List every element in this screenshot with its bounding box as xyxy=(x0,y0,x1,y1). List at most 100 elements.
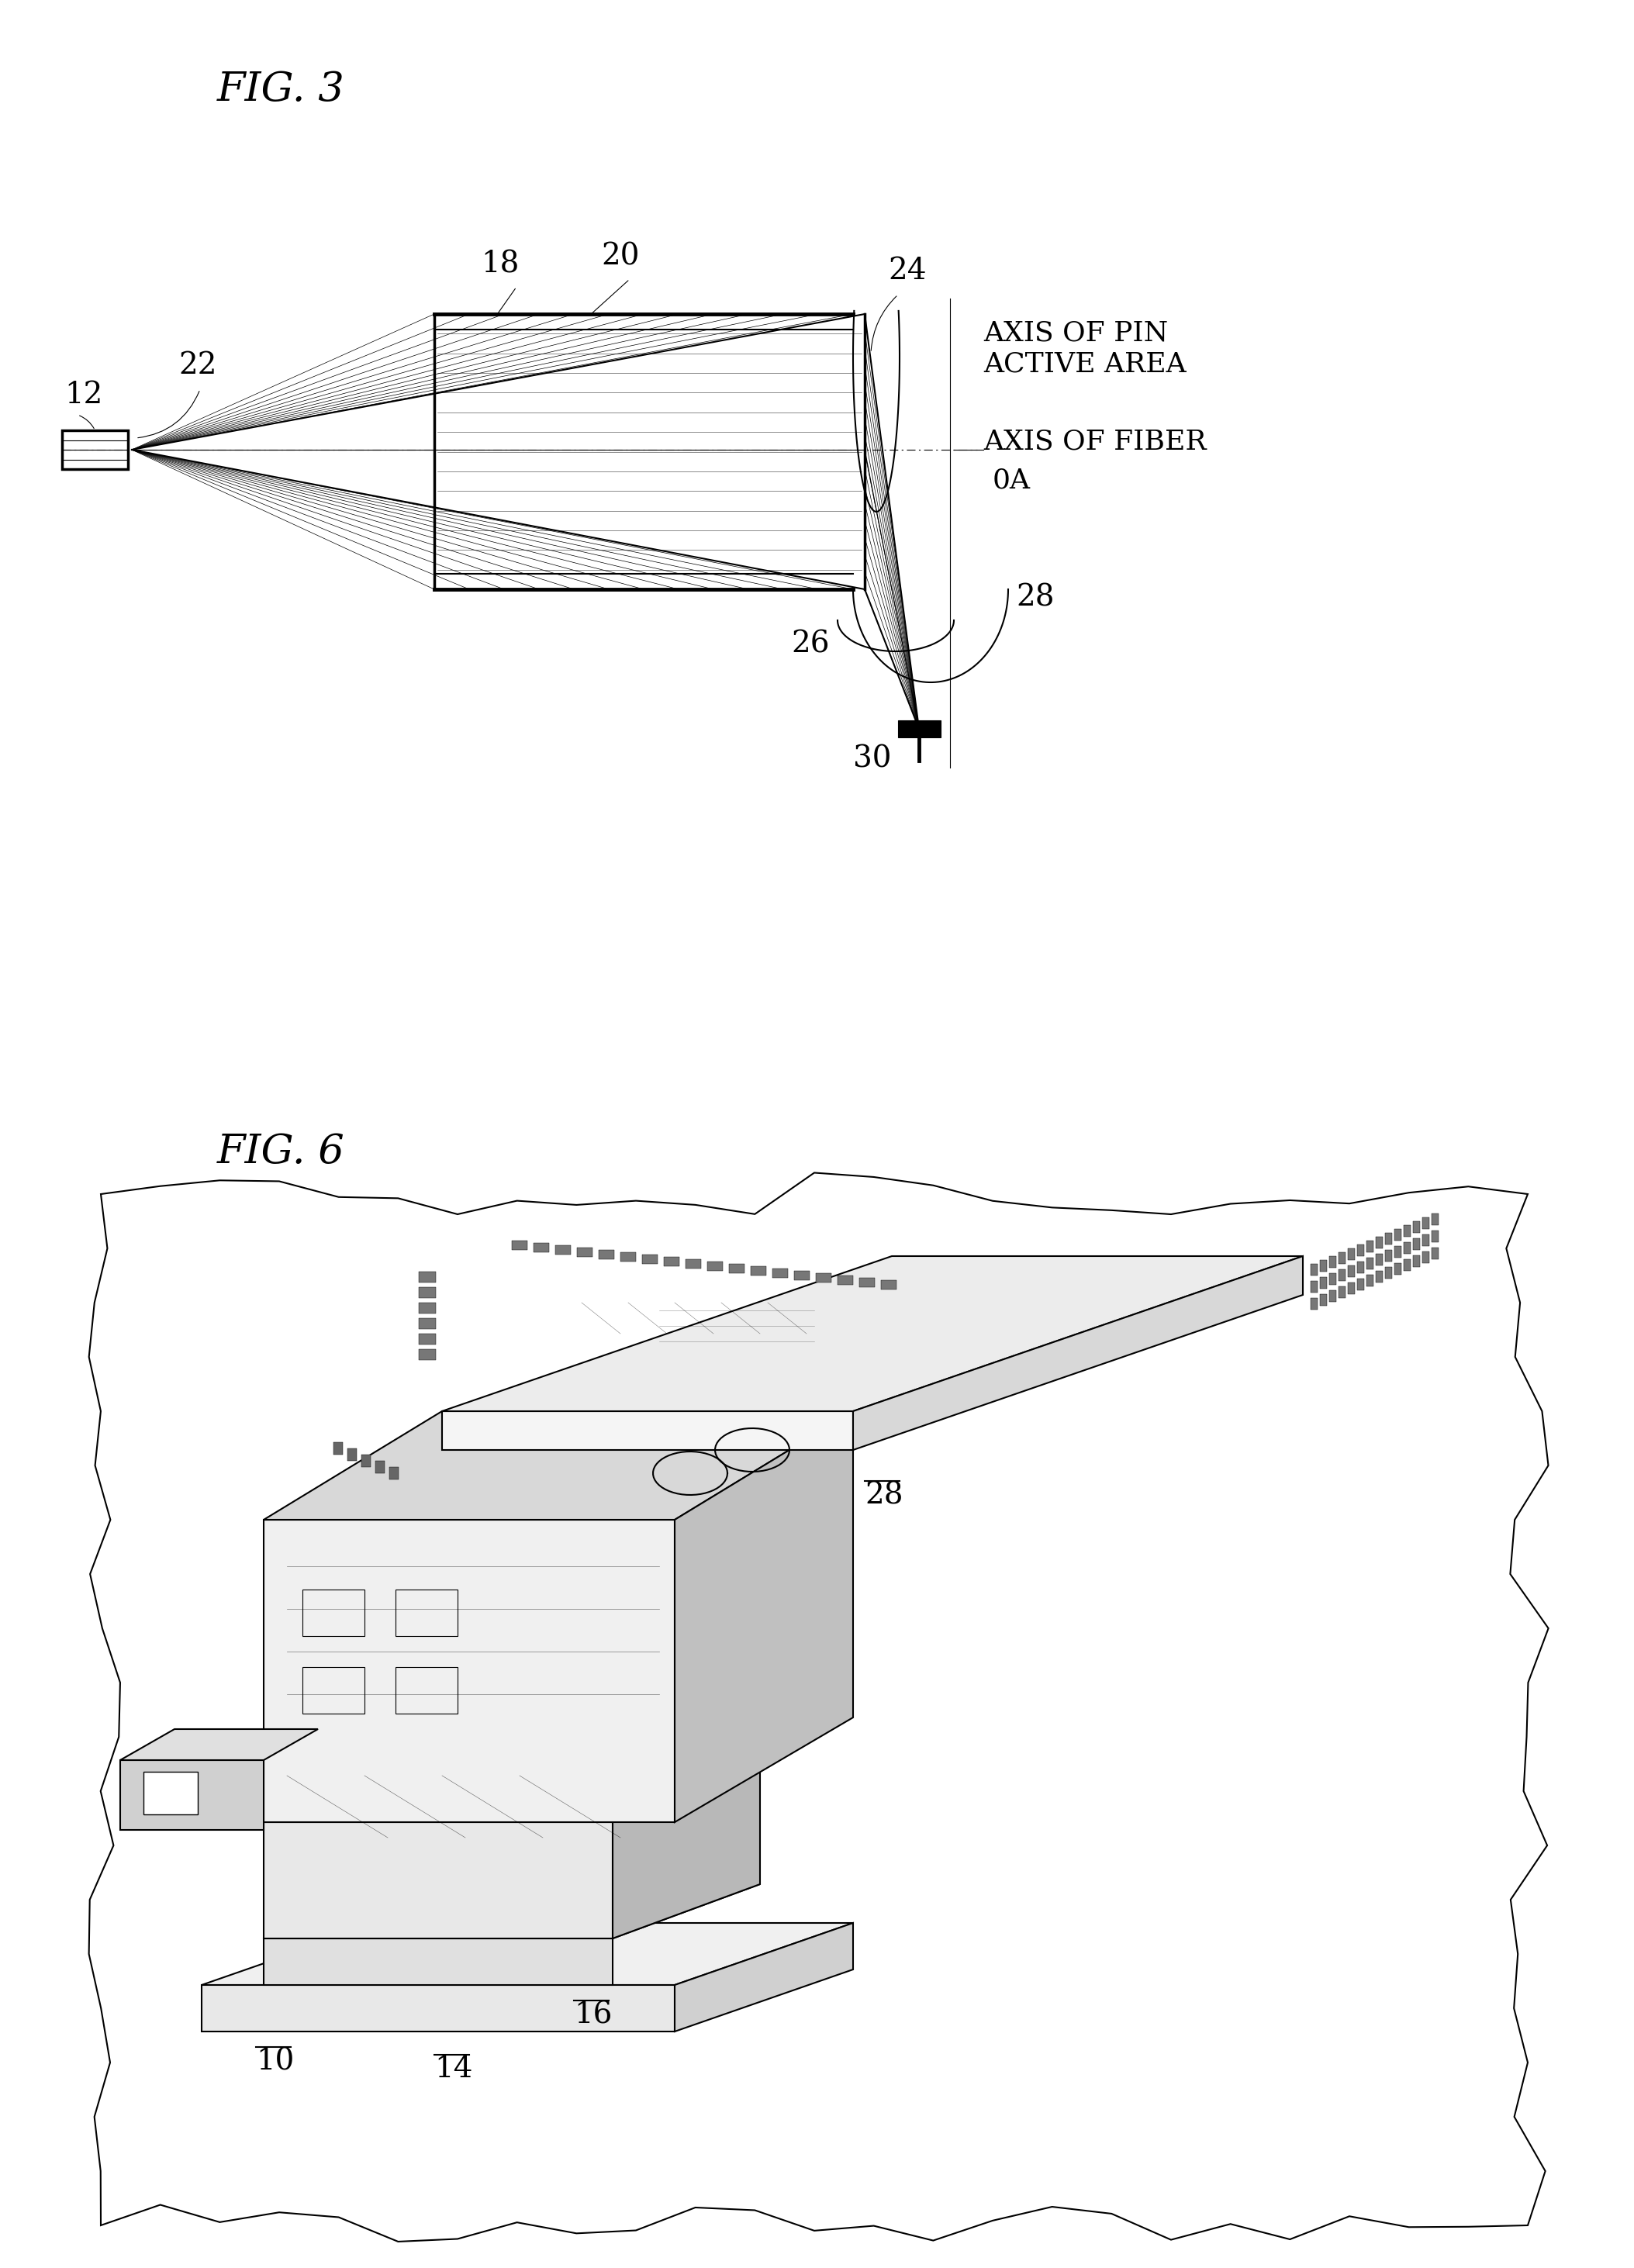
Bar xyxy=(1376,1270,1382,1281)
Bar xyxy=(1348,1266,1355,1277)
Bar xyxy=(1366,1259,1374,1270)
Text: FIG. 6: FIG. 6 xyxy=(217,1132,345,1173)
Bar xyxy=(1320,1261,1327,1272)
Text: 24: 24 xyxy=(794,1504,833,1533)
Polygon shape xyxy=(613,1706,760,1939)
Bar xyxy=(1338,1270,1345,1281)
Text: 24: 24 xyxy=(887,256,926,286)
Bar xyxy=(1394,1245,1402,1259)
Bar xyxy=(1422,1234,1430,1245)
Bar xyxy=(348,1449,356,1461)
Polygon shape xyxy=(675,1411,853,1821)
Text: 30: 30 xyxy=(144,1746,183,1776)
Bar xyxy=(794,1270,809,1279)
Bar xyxy=(1431,1213,1438,1225)
Bar xyxy=(1404,1243,1410,1254)
Text: 28: 28 xyxy=(864,1481,904,1510)
Text: 12: 12 xyxy=(64,381,103,411)
Bar xyxy=(62,431,127,469)
Bar xyxy=(1431,1247,1438,1259)
Bar xyxy=(1348,1281,1355,1295)
Bar xyxy=(1431,1232,1438,1243)
Bar xyxy=(1328,1256,1337,1268)
Bar xyxy=(1328,1272,1337,1284)
Bar xyxy=(302,1667,364,1715)
Bar xyxy=(686,1259,701,1268)
Polygon shape xyxy=(201,1984,675,2032)
Bar xyxy=(1413,1220,1420,1234)
Text: AXIS OF PIN: AXIS OF PIN xyxy=(984,320,1168,347)
Bar xyxy=(1386,1250,1392,1261)
Polygon shape xyxy=(443,1411,853,1449)
Bar xyxy=(1320,1277,1327,1288)
Bar xyxy=(708,1261,722,1270)
Bar xyxy=(1394,1263,1402,1275)
Bar xyxy=(389,1467,399,1479)
Bar xyxy=(838,1275,853,1284)
Text: 28: 28 xyxy=(1016,583,1054,612)
Polygon shape xyxy=(263,1885,760,1939)
Bar xyxy=(881,1279,897,1290)
Bar xyxy=(1358,1245,1364,1256)
Bar xyxy=(376,1461,384,1474)
Bar xyxy=(1310,1297,1317,1309)
Polygon shape xyxy=(201,1923,853,1984)
Bar xyxy=(1386,1234,1392,1245)
Bar xyxy=(418,1272,436,1281)
Bar xyxy=(1366,1275,1374,1286)
Polygon shape xyxy=(263,1939,613,1984)
Text: 40: 40 xyxy=(717,1320,757,1347)
Bar xyxy=(1338,1286,1345,1297)
Bar xyxy=(642,1254,657,1263)
Bar xyxy=(1320,1295,1327,1306)
Text: 18: 18 xyxy=(480,249,520,279)
Polygon shape xyxy=(121,1760,263,1830)
Bar xyxy=(1413,1256,1420,1268)
Polygon shape xyxy=(263,1706,760,1767)
Text: ACTIVE AREA: ACTIVE AREA xyxy=(984,352,1186,376)
Text: 22: 22 xyxy=(178,352,217,381)
Bar xyxy=(1376,1236,1382,1247)
Text: AXIS OF FIBER: AXIS OF FIBER xyxy=(984,429,1206,456)
Bar xyxy=(621,1252,636,1261)
Text: 0A: 0A xyxy=(992,467,1031,494)
Bar xyxy=(144,1771,198,1814)
Bar xyxy=(1404,1225,1410,1236)
Bar xyxy=(418,1288,436,1297)
Text: 18: 18 xyxy=(652,1520,690,1549)
Text: 30: 30 xyxy=(853,744,892,773)
Bar xyxy=(1348,1247,1355,1261)
Text: FIG. 3: FIG. 3 xyxy=(217,70,345,109)
Bar xyxy=(418,1349,436,1361)
Polygon shape xyxy=(263,1411,853,1520)
Bar xyxy=(1358,1279,1364,1290)
Bar xyxy=(556,1245,570,1254)
Bar xyxy=(418,1334,436,1345)
Bar xyxy=(1328,1290,1337,1302)
Bar xyxy=(418,1318,436,1329)
Bar xyxy=(418,1302,436,1313)
Text: 10: 10 xyxy=(257,2048,294,2075)
Text: 50: 50 xyxy=(369,1653,407,1681)
Bar xyxy=(663,1256,680,1266)
Text: 14: 14 xyxy=(435,2055,472,2084)
Bar xyxy=(1422,1218,1430,1229)
Polygon shape xyxy=(121,1728,319,1760)
Bar xyxy=(1376,1254,1382,1266)
Bar xyxy=(1366,1241,1374,1252)
Bar xyxy=(333,1442,343,1454)
Bar xyxy=(815,1272,832,1281)
Bar xyxy=(395,1590,458,1635)
Polygon shape xyxy=(675,1923,853,2032)
Bar xyxy=(750,1266,766,1275)
Polygon shape xyxy=(853,1256,1302,1449)
Bar xyxy=(1338,1252,1345,1263)
Bar xyxy=(1422,1252,1430,1263)
Bar xyxy=(773,1268,788,1277)
Polygon shape xyxy=(443,1256,1302,1411)
Polygon shape xyxy=(263,1520,675,1821)
Text: 20: 20 xyxy=(601,243,639,272)
Text: 20: 20 xyxy=(714,1535,752,1565)
Bar xyxy=(302,1590,364,1635)
Bar xyxy=(598,1250,614,1259)
